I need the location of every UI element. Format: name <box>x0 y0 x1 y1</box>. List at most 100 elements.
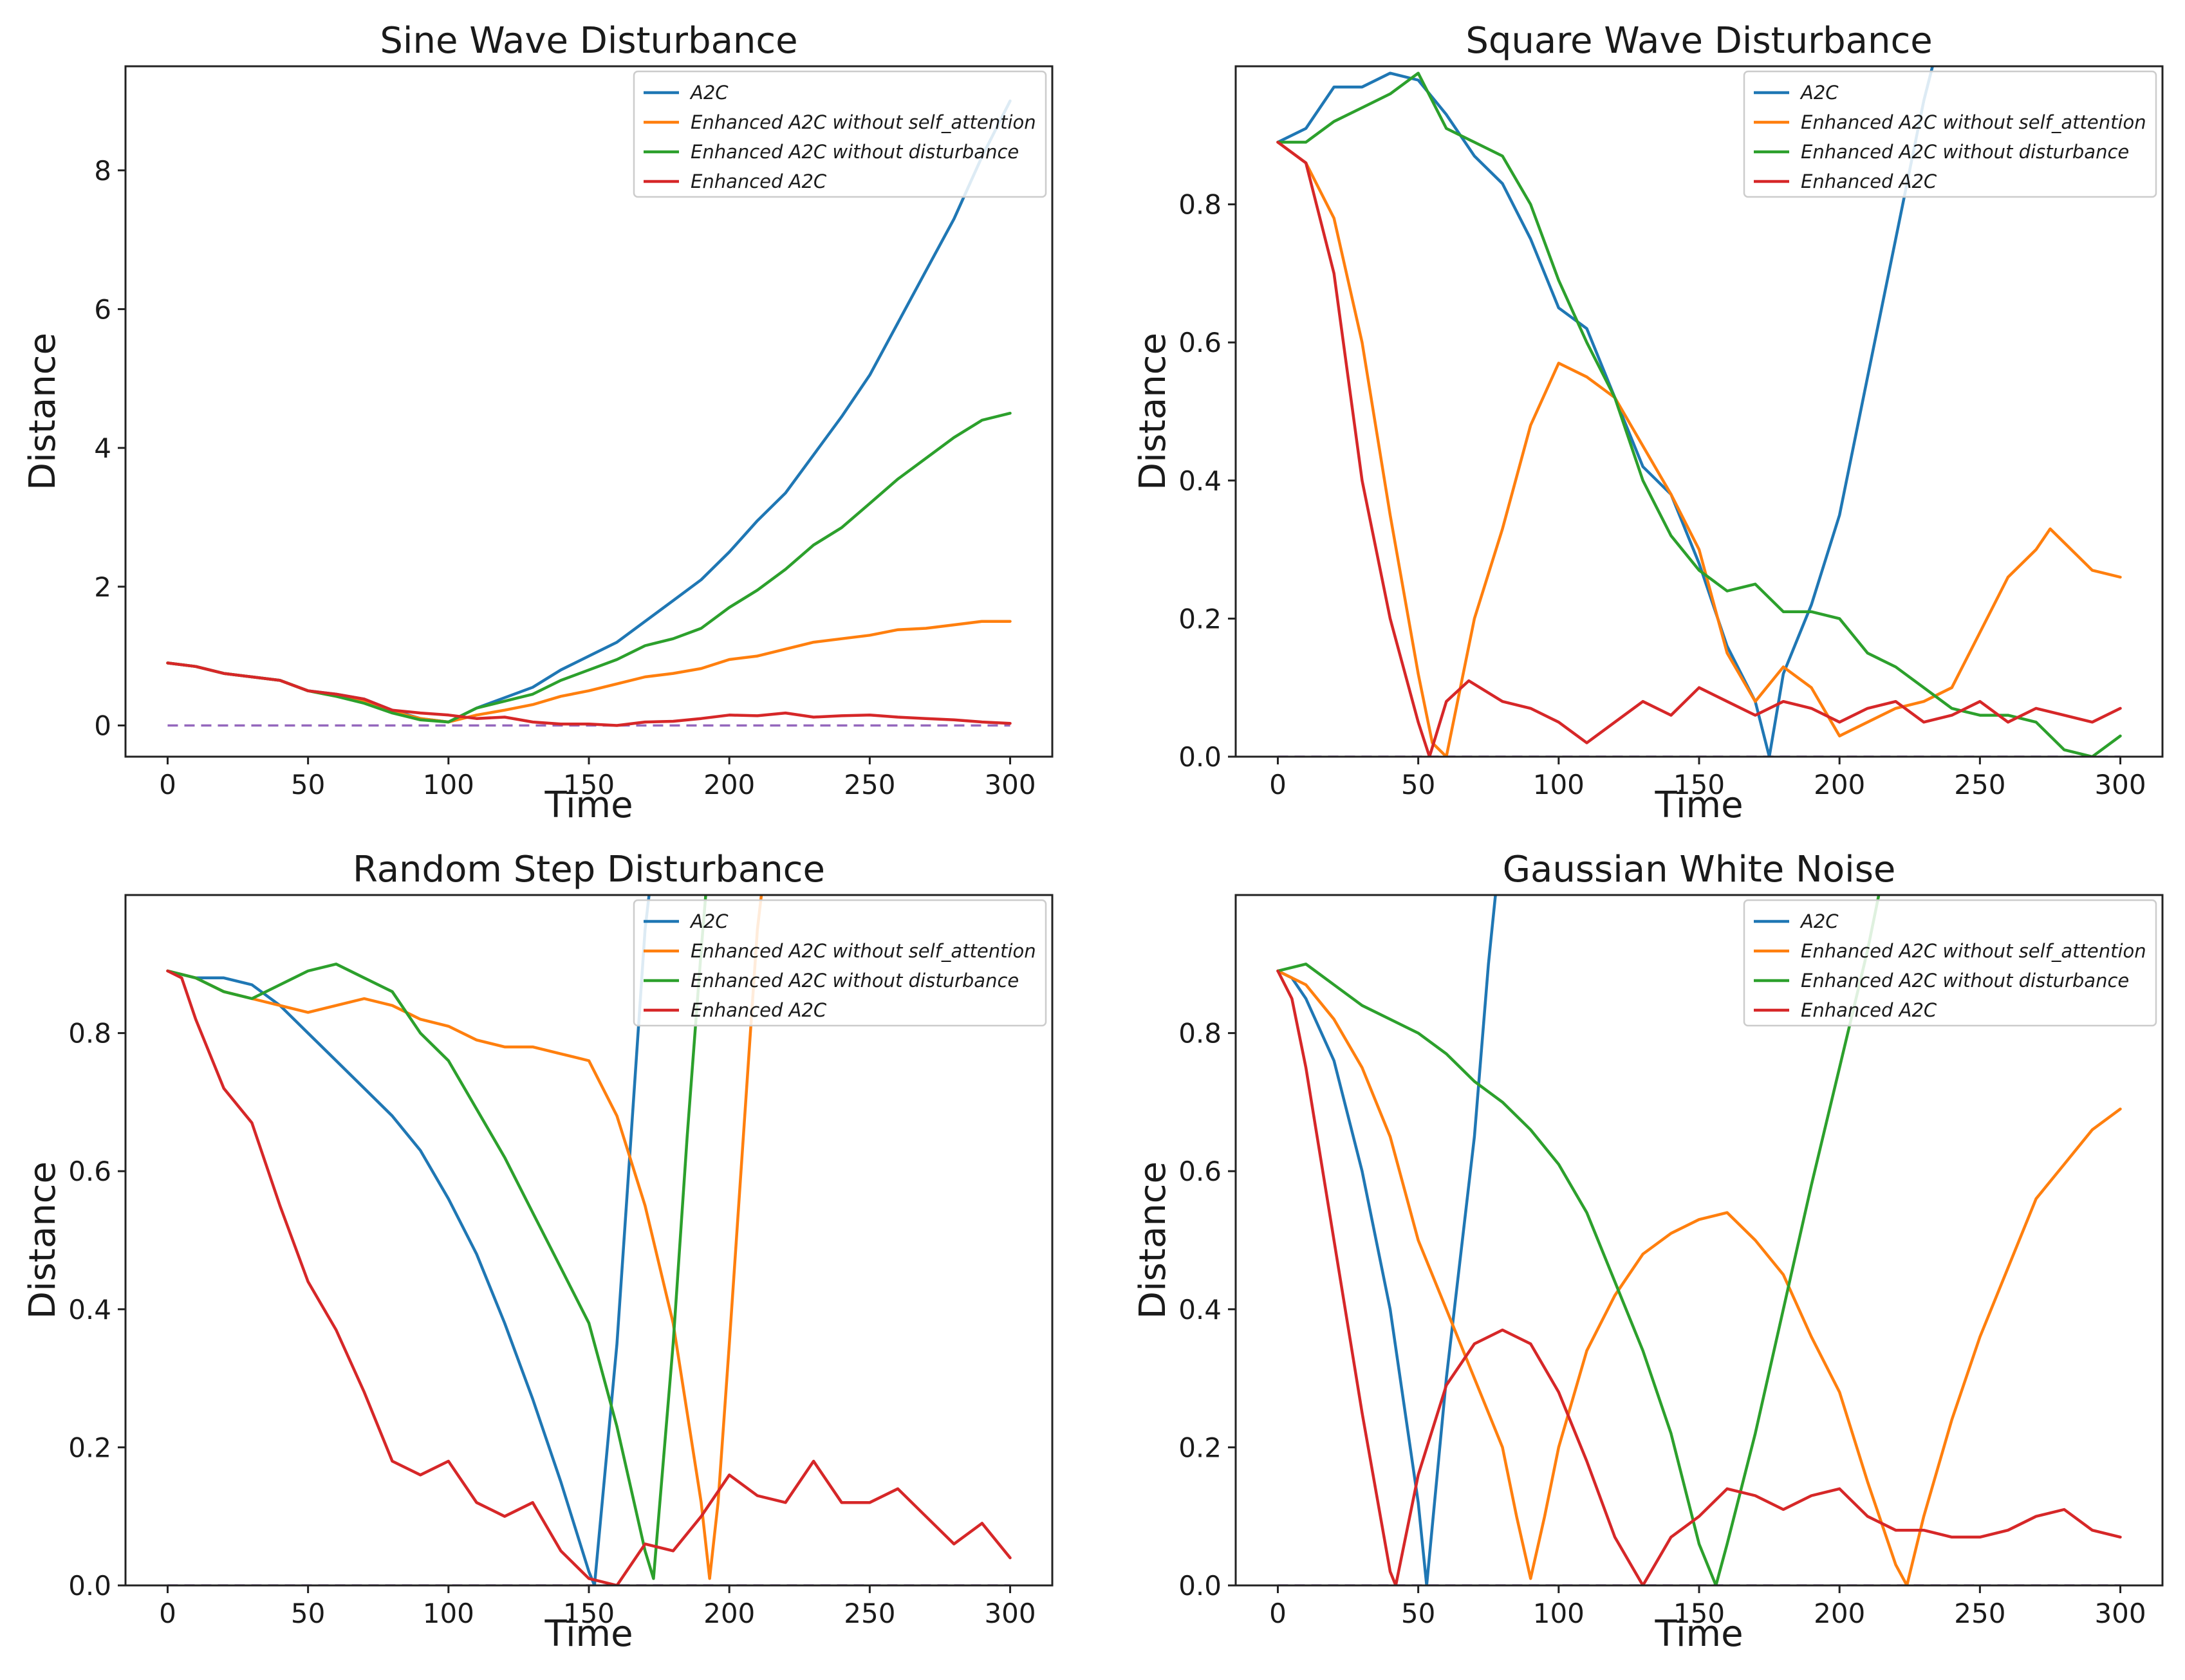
series-line-A2C <box>1276 895 1497 1585</box>
series-line-no-disturbance <box>1276 895 1881 1585</box>
x-tick-label: 0 <box>1269 1598 1287 1629</box>
y-tick-label: 0.2 <box>68 1432 111 1463</box>
x-tick-label: 250 <box>1954 1598 2005 1629</box>
y-tick-label: 0.0 <box>1178 1570 1222 1602</box>
x-tick-label: 300 <box>2094 769 2146 800</box>
y-tick-label: 0.6 <box>1178 327 1222 358</box>
series-line-no-disturbance <box>166 411 1012 724</box>
y-tick-label: 8 <box>94 155 111 187</box>
legend-label: Enhanced A2C without self_attention <box>1801 111 2146 133</box>
y-tick-label: 6 <box>94 293 111 325</box>
x-axis-title: Time <box>544 784 633 826</box>
legend: A2C Enhanced A2C without self_attention En… <box>633 70 1047 198</box>
x-tick-label: 50 <box>1401 1598 1435 1629</box>
chart-panel-sine-wave: Sine Wave Disturbance Time Distance 0 50 100 1… <box>0 0 1075 831</box>
y-tick-label: 0.0 <box>1178 741 1222 773</box>
y-tick-label: 0 <box>94 710 111 741</box>
series-line-no-attention <box>1276 969 2122 1585</box>
plot-frame <box>1234 65 2164 758</box>
plot-frame <box>124 65 1054 758</box>
x-tick-label: 50 <box>291 1598 325 1629</box>
chart-svg: Gaussian White Noise Time Distance 0 50 100 15… <box>1132 849 2164 1655</box>
series-line-enhanced <box>166 661 1012 727</box>
x-tick-label: 250 <box>1954 769 2005 800</box>
x-tick-label: 150 <box>1673 769 1725 800</box>
y-axis-title: Distance <box>22 333 64 490</box>
chart-panel-gaussian-noise: Gaussian White Noise Time Distance 0 50 100 15… <box>1110 829 2185 1660</box>
x-tick-label: 200 <box>1814 1598 1865 1629</box>
legend-label: Enhanced A2C without disturbance <box>1801 141 2129 163</box>
chart-panel-random-step: Random Step Disturbance Time Distance 0 50 10… <box>0 829 1075 1660</box>
legend-box <box>1743 899 2157 1027</box>
x-tick-label: 100 <box>1533 769 1585 800</box>
chart-title: Gaussian White Noise <box>1503 849 1896 891</box>
x-tick-label: 0 <box>159 769 176 800</box>
x-tick-label: 250 <box>844 1598 895 1629</box>
x-tick-label: 300 <box>2094 1598 2146 1629</box>
x-tick-label: 150 <box>1673 1598 1725 1629</box>
y-tick-label: 0.0 <box>68 1570 111 1602</box>
series-line-A2C <box>166 895 651 1585</box>
legend-label: Enhanced A2C <box>691 171 827 192</box>
x-tick-label: 200 <box>703 1598 755 1629</box>
legend-label: Enhanced A2C <box>1801 999 1937 1021</box>
legend-label: Enhanced A2C <box>691 999 827 1021</box>
x-tick-label: 200 <box>1814 769 1865 800</box>
y-tick-label: 0.8 <box>1178 1018 1222 1049</box>
x-axis-title: Time <box>1654 1613 1743 1655</box>
y-tick-label: 0.4 <box>1178 1294 1222 1325</box>
chart-title: Sine Wave Disturbance <box>380 20 797 62</box>
legend-label: A2C <box>689 910 729 932</box>
x-axis-title: Time <box>1654 784 1743 826</box>
legend-label: A2C <box>1799 910 1839 932</box>
chart-svg: Square Wave Disturbance Time Distance 0 50 10… <box>1132 20 2164 826</box>
legend-label: Enhanced A2C without disturbance <box>691 970 1019 992</box>
legend-label: Enhanced A2C <box>1801 171 1937 192</box>
chart-svg: Random Step Disturbance Time Distance 0 50 10… <box>22 849 1054 1655</box>
y-axis-title: Distance <box>22 1161 64 1319</box>
legend-label: A2C <box>689 82 729 104</box>
y-tick-label: 0.8 <box>1178 189 1222 221</box>
series-line-no-attention <box>1276 140 2122 757</box>
legend: A2C Enhanced A2C without self_attention En… <box>1743 70 2157 198</box>
y-tick-label: 4 <box>94 432 111 464</box>
y-axis-title: Distance <box>1132 333 1174 490</box>
x-tick-label: 100 <box>1533 1598 1585 1629</box>
x-tick-label: 100 <box>423 1598 474 1629</box>
y-tick-label: 0.6 <box>68 1156 111 1187</box>
chart-title: Random Step Disturbance <box>353 849 825 891</box>
y-tick-label: 0.2 <box>1178 1432 1222 1463</box>
plot-frame <box>1234 894 2164 1587</box>
series-line-enhanced <box>166 969 1012 1585</box>
legend-label: A2C <box>1799 82 1839 104</box>
series-line-no-disturbance <box>166 895 707 1580</box>
x-tick-label: 300 <box>984 1598 1036 1629</box>
series-line-no-attention <box>166 895 763 1580</box>
legend-label: Enhanced A2C without self_attention <box>1801 940 2146 962</box>
chart-title: Square Wave Disturbance <box>1465 20 1932 62</box>
x-tick-label: 150 <box>563 769 615 800</box>
x-axis-title: Time <box>544 1613 633 1655</box>
series-line-no-disturbance <box>1276 71 2122 757</box>
legend-label: Enhanced A2C without self_attention <box>691 111 1036 133</box>
y-tick-label: 0.2 <box>1178 603 1222 634</box>
plot-frame <box>124 894 1054 1587</box>
x-tick-label: 200 <box>703 769 755 800</box>
legend-box <box>1743 70 2157 198</box>
x-tick-label: 100 <box>423 769 474 800</box>
y-tick-label: 2 <box>94 571 111 603</box>
legend-label: Enhanced A2C without disturbance <box>691 141 1019 163</box>
x-tick-label: 300 <box>984 769 1036 800</box>
y-tick-label: 0.4 <box>1178 465 1222 497</box>
x-tick-label: 150 <box>563 1598 615 1629</box>
legend: A2C Enhanced A2C without self_attention En… <box>1743 899 2157 1027</box>
chart-panel-square-wave: Square Wave Disturbance Time Distance 0 50 10… <box>1110 0 2185 831</box>
series-line-A2C <box>1276 66 1935 757</box>
y-tick-label: 0.6 <box>1178 1156 1222 1187</box>
chart-svg: Sine Wave Disturbance Time Distance 0 50 100 1… <box>22 20 1054 826</box>
y-tick-label: 0.8 <box>68 1018 111 1049</box>
y-tick-label: 0.4 <box>68 1294 111 1325</box>
series-line-enhanced <box>1276 969 2122 1585</box>
legend-label: Enhanced A2C without disturbance <box>1801 970 2129 992</box>
x-tick-label: 0 <box>159 1598 176 1629</box>
